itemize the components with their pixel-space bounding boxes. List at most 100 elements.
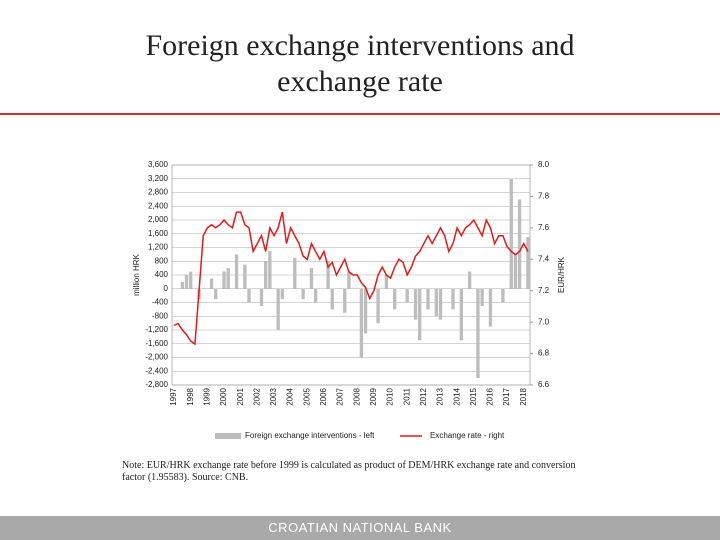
bar [184, 275, 189, 289]
bar [393, 288, 397, 310]
bar [326, 261, 330, 289]
y-tick-label: -2,000 [145, 353, 168, 362]
y-tick-label: 400 [155, 270, 169, 279]
bar [268, 250, 272, 289]
bar [243, 264, 247, 289]
x-tick-label: 2008 [352, 387, 361, 405]
x-tick-label: 2003 [269, 387, 278, 405]
bar [509, 178, 513, 289]
x-tick-label: 2016 [486, 387, 495, 405]
bar [347, 271, 351, 289]
bar [467, 271, 472, 289]
footer: CROATIAN NATIONAL BANK [0, 516, 720, 540]
x-tick-label: 2004 [286, 387, 295, 405]
bar [276, 288, 280, 330]
bar [222, 271, 226, 289]
bar [343, 288, 347, 313]
x-tick-label: 2014 [452, 387, 461, 405]
bar [517, 199, 522, 289]
bar [384, 275, 389, 289]
x-tick-label: 2000 [219, 387, 228, 405]
x-tick-label: 2006 [319, 387, 328, 405]
bar [301, 288, 305, 300]
y2-tick-label: 7.2 [538, 286, 550, 295]
y2-tick-label: 8.0 [538, 160, 550, 169]
bar [259, 288, 264, 306]
bar [488, 288, 493, 327]
chart: 3,600 3,200 2,800 2,400 2,000 1,600 1,200 800 40… [132, 160, 566, 440]
y-tick-label: -800 [152, 311, 169, 320]
x-tick-label: 1999 [202, 387, 211, 405]
x-tick-label: 1997 [169, 387, 178, 405]
x-tick-label: 2001 [236, 387, 245, 405]
y2-tick-label: 6.8 [538, 349, 550, 358]
y-tick-label: -400 [152, 298, 169, 307]
bar [226, 268, 230, 289]
x-tick-label: 1998 [186, 387, 195, 405]
x-tick-label: 2017 [502, 387, 511, 405]
bar [434, 288, 439, 317]
x-tick-label: 2010 [386, 387, 395, 405]
bar [313, 288, 318, 303]
y2-tick-label: 7.6 [538, 223, 550, 232]
x-tick-label: 2007 [336, 387, 345, 405]
bar [413, 288, 418, 320]
y-tick-label: -1,200 [145, 325, 168, 334]
bar [330, 288, 334, 310]
bar [247, 288, 251, 303]
bar [180, 281, 185, 289]
bar [501, 288, 505, 303]
legend-label: Foreign exchange interventions - left [245, 431, 375, 440]
bar [263, 261, 268, 289]
y-tick-label: -2,400 [145, 366, 168, 375]
bar [234, 254, 239, 289]
y-tick-label: 800 [155, 256, 169, 265]
bar [405, 288, 409, 303]
x-tick-label: 2013 [436, 387, 445, 405]
y-tick-label: 1,600 [148, 229, 169, 238]
x-tick-label: 2009 [369, 387, 378, 405]
y-tick-label: 2,400 [148, 201, 169, 210]
y-tick-label: -1,600 [145, 339, 168, 348]
bar [526, 237, 530, 289]
legend-swatch [215, 433, 241, 439]
x-tick-label: 2002 [252, 387, 261, 405]
y2-tick-label: 6.6 [538, 380, 550, 389]
x-tick-label: 2011 [402, 387, 411, 405]
y2-axis-label: EUR/HRK [557, 256, 566, 293]
bar [513, 254, 518, 289]
bar [418, 288, 422, 341]
y2-tick-label: 7.8 [538, 192, 550, 201]
title-rule [0, 113, 720, 115]
bar [480, 288, 484, 306]
y-tick-label: 2,800 [148, 188, 169, 197]
bar [189, 271, 193, 289]
y-axis-label: million HRK [132, 253, 141, 295]
bar [426, 288, 430, 310]
note: Note: EUR/HRK exchange rate before 1999 … [122, 460, 576, 483]
bar [214, 288, 218, 300]
slide-title: Foreign exchange interventions and excha… [145, 29, 575, 98]
bar [309, 268, 314, 289]
x-tick-label: 2018 [519, 387, 528, 405]
x-tick-label: 2012 [419, 387, 428, 405]
bar [438, 288, 443, 320]
bar [376, 288, 380, 324]
x-tick-label: 2005 [302, 387, 311, 405]
y-tick-label: 0 [164, 284, 169, 293]
y-tick-label: 2,000 [148, 215, 169, 224]
y-tick-label: 1,200 [148, 243, 169, 252]
bar [359, 288, 364, 358]
y2-tick-label: 7.4 [538, 254, 550, 263]
bar [293, 257, 297, 289]
y-tick-label: -2,800 [145, 380, 168, 389]
bar [209, 278, 214, 289]
bar [476, 288, 480, 379]
bar [451, 288, 455, 310]
bar [280, 288, 284, 300]
legend-label: Exchange rate - right [430, 431, 505, 440]
bar [363, 288, 368, 334]
bar [459, 288, 463, 341]
y-tick-label: 3,200 [148, 174, 169, 183]
